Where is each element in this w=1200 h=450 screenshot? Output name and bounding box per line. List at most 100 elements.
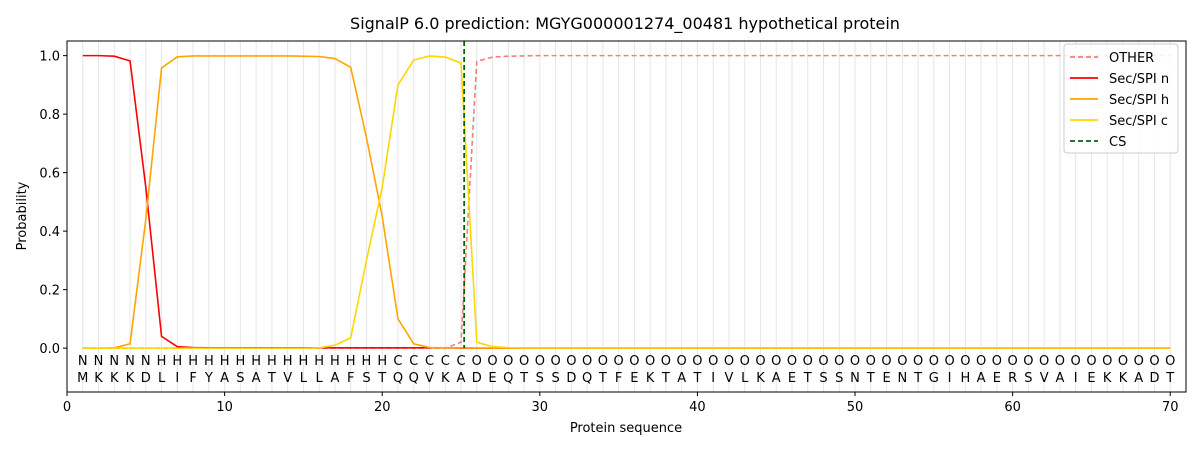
region-label: O bbox=[881, 354, 891, 369]
region-label: C bbox=[456, 354, 465, 369]
region-label: O bbox=[1071, 354, 1081, 369]
residue-letter: V bbox=[283, 371, 292, 386]
region-label: O bbox=[708, 354, 718, 369]
region-label: N bbox=[109, 354, 119, 369]
series-line-3 bbox=[82, 55, 1171, 349]
residue-letter: L bbox=[158, 371, 166, 386]
legend-box bbox=[1063, 43, 1179, 154]
region-label: H bbox=[251, 354, 261, 369]
region-label: O bbox=[645, 354, 655, 369]
region-label: O bbox=[897, 354, 907, 369]
residue-letter: L bbox=[316, 371, 324, 386]
residue-letter: T bbox=[692, 371, 701, 386]
region-label: N bbox=[141, 354, 151, 369]
region-label: O bbox=[1023, 354, 1033, 369]
region-label: O bbox=[598, 354, 608, 369]
residue-letter: A bbox=[252, 371, 261, 386]
residue-letter: T bbox=[913, 371, 922, 386]
region-label: O bbox=[724, 354, 734, 369]
residue-letter: A bbox=[1134, 371, 1143, 386]
residue-letter: E bbox=[1087, 371, 1095, 386]
residue-letter: A bbox=[1055, 371, 1064, 386]
y-axis-label: Probability bbox=[15, 181, 30, 250]
region-label: H bbox=[157, 354, 167, 369]
series-lines bbox=[82, 41, 1171, 349]
residue-letter: F bbox=[347, 371, 354, 386]
residue-letter: S bbox=[536, 371, 544, 386]
residue-letter: E bbox=[788, 371, 796, 386]
y-tick-label: 0.8 bbox=[39, 108, 60, 123]
region-label: O bbox=[850, 354, 860, 369]
residue-letter: F bbox=[189, 371, 196, 386]
residue-letter: I bbox=[1074, 371, 1078, 386]
residue-letter: Q bbox=[503, 371, 513, 386]
residue-letter: A bbox=[220, 371, 229, 386]
residue-letter: Y bbox=[204, 371, 213, 386]
region-label: C bbox=[409, 354, 418, 369]
residue-letter: E bbox=[993, 371, 1001, 386]
region-label: H bbox=[172, 354, 182, 369]
residue-letter: K bbox=[110, 371, 119, 386]
residue-letter: E bbox=[488, 371, 496, 386]
residue-letter: D bbox=[566, 371, 576, 386]
region-label: N bbox=[94, 354, 104, 369]
x-tick-label: 20 bbox=[374, 400, 391, 415]
residue-letter: K bbox=[756, 371, 765, 386]
region-label: O bbox=[566, 354, 576, 369]
residue-letter: A bbox=[457, 371, 466, 386]
region-label: O bbox=[535, 354, 545, 369]
series-line-2 bbox=[82, 55, 1171, 349]
residue-letter: S bbox=[551, 371, 559, 386]
region-label: O bbox=[1102, 354, 1112, 369]
region-label: O bbox=[1008, 354, 1018, 369]
x-tick-label: 40 bbox=[689, 400, 706, 415]
region-label: O bbox=[960, 354, 970, 369]
residue-letter: S bbox=[1024, 371, 1032, 386]
y-axis-ticks: 0.0 0.2 0.4 0.6 0.8 1.0 bbox=[39, 50, 67, 357]
legend-label: Sec/SPI h bbox=[1109, 93, 1169, 108]
region-label: O bbox=[755, 354, 765, 369]
residue-letter: T bbox=[519, 371, 528, 386]
residue-letter: G bbox=[929, 371, 939, 386]
region-label: O bbox=[614, 354, 624, 369]
residue-letter: A bbox=[772, 371, 781, 386]
region-label: O bbox=[976, 354, 986, 369]
residue-letter: I bbox=[175, 371, 179, 386]
region-label: H bbox=[346, 354, 356, 369]
residue-letter: N bbox=[850, 371, 860, 386]
region-label: O bbox=[629, 354, 639, 369]
region-label: O bbox=[944, 354, 954, 369]
x-tick-label: 10 bbox=[216, 400, 233, 415]
series-line-0 bbox=[82, 54, 1171, 349]
legend-label: Sec/SPI c bbox=[1109, 114, 1168, 129]
residue-letter: T bbox=[661, 371, 670, 386]
residue-letter: I bbox=[711, 371, 715, 386]
residue-letter: S bbox=[236, 371, 244, 386]
region-label: H bbox=[362, 354, 372, 369]
region-label: O bbox=[692, 354, 702, 369]
residue-letter: T bbox=[1165, 371, 1174, 386]
y-tick-label: 1.0 bbox=[39, 50, 60, 65]
residue-letter: V bbox=[425, 371, 434, 386]
region-label: O bbox=[740, 354, 750, 369]
region-label: H bbox=[267, 354, 277, 369]
region-label: O bbox=[1165, 354, 1175, 369]
legend-label: CS bbox=[1109, 135, 1126, 150]
residue-letter: Q bbox=[393, 371, 403, 386]
residue-letter: Q bbox=[409, 371, 419, 386]
residue-letter: F bbox=[615, 371, 622, 386]
region-label: O bbox=[1149, 354, 1159, 369]
residue-letter: M bbox=[77, 371, 88, 386]
residue-letter: S bbox=[835, 371, 843, 386]
region-label: C bbox=[441, 354, 450, 369]
residue-letter: N bbox=[897, 371, 907, 386]
x-tick-label: 60 bbox=[1004, 400, 1021, 415]
legend-label: Sec/SPI n bbox=[1109, 72, 1169, 87]
residue-letter: D bbox=[1149, 371, 1159, 386]
region-label: H bbox=[299, 354, 309, 369]
residue-letter: D bbox=[141, 371, 151, 386]
sequence-annotation: NMNKNKNKNDHLHIHFHYHAHSHAHTHVHLHLHAHFHSHT… bbox=[77, 354, 1175, 386]
region-label: O bbox=[1118, 354, 1128, 369]
x-tick-label: 30 bbox=[532, 400, 549, 415]
legend: OTHER Sec/SPI n Sec/SPI h Sec/SPI c CS bbox=[1063, 43, 1179, 154]
